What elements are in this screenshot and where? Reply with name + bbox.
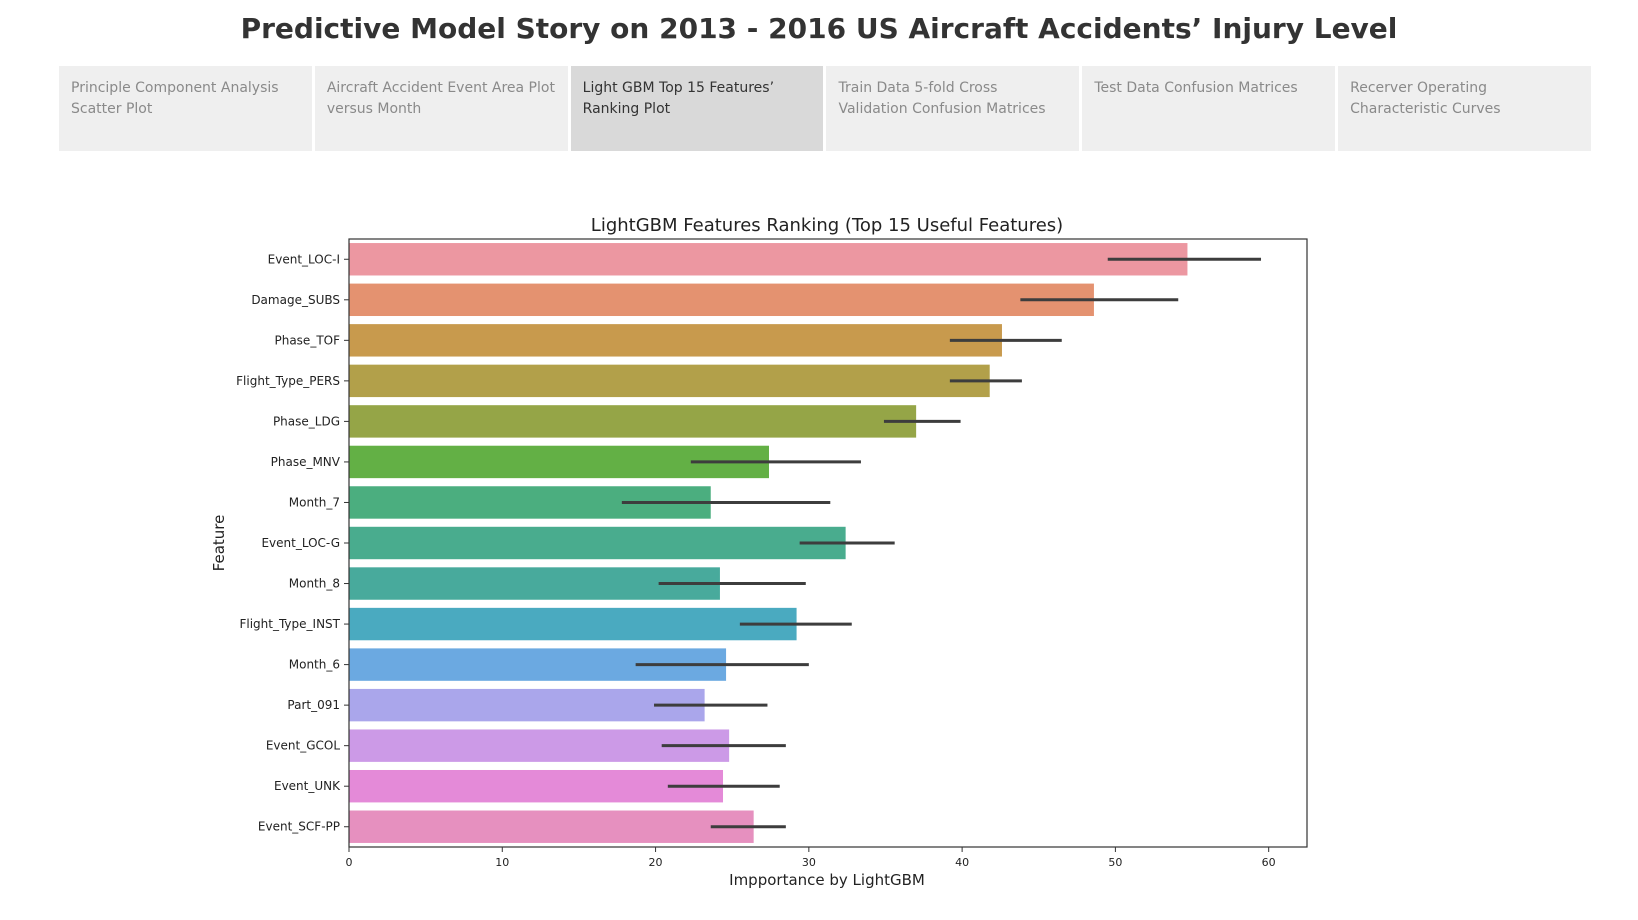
- bar-flight-type-inst: [349, 607, 797, 641]
- bar-part-091: [349, 688, 705, 722]
- bar-flight-type-pers: [349, 364, 990, 398]
- tab-cv-confusion[interactable]: Train Data 5-fold Cross Validation Confu…: [826, 66, 1080, 151]
- bar-phase-ldg: [349, 405, 917, 438]
- y-tick-label: Event_LOC-I: [268, 252, 340, 266]
- y-tick-label: Month_8: [289, 577, 340, 591]
- x-tick-label: 50: [1108, 856, 1122, 869]
- y-tick-label: Month_6: [289, 658, 340, 672]
- y-tick-label: Flight_Type_INST: [239, 617, 340, 631]
- x-tick-label: 30: [802, 856, 816, 869]
- y-tick-label: Part_091: [287, 698, 340, 712]
- bar-damage-subs: [349, 283, 1094, 317]
- bar-event-loc-g: [349, 526, 846, 560]
- tab-roc-curves[interactable]: Recerver Operating Characteristic Curves: [1338, 66, 1591, 151]
- y-tick-label: Phase_TOF: [274, 333, 340, 347]
- y-tick-label: Flight_Type_PERS: [236, 374, 340, 388]
- y-tick-label: Phase_LDG: [273, 414, 340, 428]
- y-tick-label: Event_SCF-PP: [258, 820, 340, 834]
- bar-event-loc-i: [349, 243, 1188, 276]
- x-tick-label: 40: [955, 856, 969, 869]
- story-tabs: Principle Component Analysis Scatter Plo…: [59, 66, 1591, 151]
- y-tick-label: Month_7: [289, 495, 340, 509]
- y-tick-label: Phase_MNV: [271, 455, 341, 469]
- y-axis-label: Feature: [210, 515, 228, 572]
- y-tick-label: Damage_SUBS: [251, 293, 340, 307]
- error-bars-layer: [621, 257, 1262, 829]
- y-tick-label: Event_UNK: [274, 779, 341, 793]
- bars-layer: [349, 243, 1188, 843]
- bar-phase-tof: [349, 324, 1002, 357]
- x-axis-ticks: 0 10 20 30 40 50 60: [346, 847, 1276, 869]
- y-tick-label: Event_LOC-G: [261, 536, 340, 550]
- bar-event-scf-pp: [349, 810, 754, 843]
- bar-month-8: [349, 567, 720, 600]
- y-tick-label: Event_GCOL: [266, 739, 341, 753]
- bar-event-unk: [349, 769, 724, 803]
- x-tick-label: 10: [495, 856, 509, 869]
- tab-lightgbm-ranking[interactable]: Light GBM Top 15 Features’ Ranking Plot: [570, 66, 824, 151]
- x-tick-label: 60: [1262, 856, 1276, 869]
- x-tick-label: 0: [346, 856, 353, 869]
- y-axis-ticks: Event_LOC-I Damage_SUBS Phase_TOF Flight_Ty…: [236, 252, 349, 834]
- tab-test-confusion[interactable]: Test Data Confusion Matrices: [1082, 66, 1336, 151]
- tab-pca-scatter[interactable]: Principle Component Analysis Scatter Plo…: [59, 66, 312, 151]
- x-tick-label: 20: [649, 856, 663, 869]
- tab-event-area[interactable]: Aircraft Accident Event Area Plot versus…: [314, 66, 568, 151]
- story-title: Predictive Model Story on 2013 - 2016 US…: [240, 12, 1398, 45]
- x-axis-label: Impportance by LightGBM: [729, 871, 925, 889]
- chart-title: LightGBM Features Ranking (Top 15 Useful…: [591, 215, 1063, 236]
